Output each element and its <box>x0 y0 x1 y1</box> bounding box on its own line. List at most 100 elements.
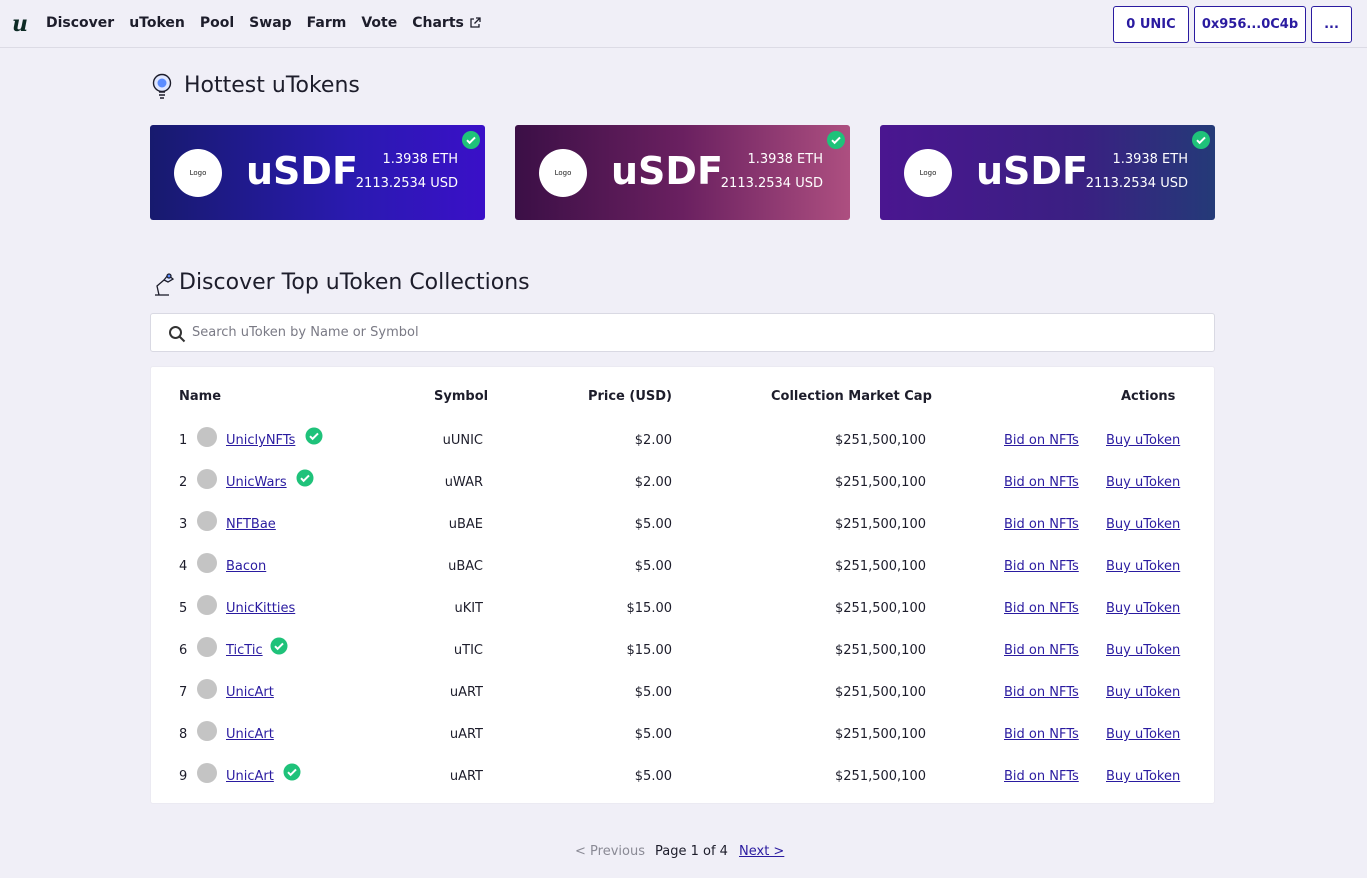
avatar <box>197 553 217 573</box>
price: $15.00 <box>626 601 673 616</box>
verified-check-icon <box>1192 131 1210 149</box>
price: $15.00 <box>626 643 673 658</box>
avatar <box>197 511 217 531</box>
token-usd-price: 2113.2534 USD <box>1085 176 1188 191</box>
verified-check-icon <box>305 427 323 445</box>
symbol: uWAR <box>444 475 483 490</box>
price: $5.00 <box>634 685 672 700</box>
nav-link-swap[interactable]: Swap <box>249 15 292 31</box>
nav-link-charts[interactable]: Charts <box>412 15 481 31</box>
token-usd-price: 2113.2534 USD <box>720 176 823 191</box>
nav-link-farm[interactable]: Farm <box>306 15 347 31</box>
buy-utoken-link[interactable]: Buy uToken <box>1106 475 1181 490</box>
previous-page-link[interactable]: < Previous <box>575 844 645 859</box>
header-symbol: Symbol <box>434 389 489 404</box>
top-nav: u Discover uToken Pool Swap Farm Vote Ch… <box>0 0 1367 48</box>
table-row: 5 UnicKitties uKIT $15.00 $251,500,100 B… <box>151 595 1214 625</box>
buy-utoken-link[interactable]: Buy uToken <box>1106 685 1181 700</box>
collection-name-link[interactable]: UnicArt <box>226 685 274 700</box>
buy-utoken-link[interactable]: Buy uToken <box>1106 601 1181 616</box>
bid-on-nfts-link[interactable]: Bid on NFTs <box>1004 727 1079 742</box>
buy-utoken-link[interactable]: Buy uToken <box>1106 769 1181 784</box>
market-cap: $251,500,100 <box>835 517 926 532</box>
buy-utoken-link[interactable]: Buy uToken <box>1106 517 1181 532</box>
bid-on-nfts-link[interactable]: Bid on NFTs <box>1004 643 1079 658</box>
hot-token-card[interactable]: Logo uSDF 1.3938 ETH 2113.2534 USD <box>150 125 485 220</box>
market-cap: $251,500,100 <box>835 601 926 616</box>
token-eth-price: 1.3938 ETH <box>1112 152 1188 167</box>
bid-on-nfts-link[interactable]: Bid on NFTs <box>1004 475 1079 490</box>
collections-table: Name Symbol Price (USD) Collection Marke… <box>150 366 1215 804</box>
market-cap: $251,500,100 <box>835 433 926 448</box>
collection-name-link[interactable]: UniclyNFTs <box>226 433 296 448</box>
unic-balance-button[interactable]: 0 UNIC <box>1113 6 1189 43</box>
token-eth-price: 1.3938 ETH <box>382 152 458 167</box>
buy-utoken-link[interactable]: Buy uToken <box>1106 643 1181 658</box>
nav-link-utoken[interactable]: uToken <box>129 15 185 31</box>
avatar <box>197 679 217 699</box>
table-row: 8 UnicArt uART $5.00 $251,500,100 Bid on… <box>151 721 1214 751</box>
nav-link-pool[interactable]: Pool <box>199 15 235 31</box>
token-usd-price: 2113.2534 USD <box>355 176 458 191</box>
collection-name-link[interactable]: UnicArt <box>226 727 274 742</box>
bid-on-nfts-link[interactable]: Bid on NFTs <box>1004 601 1079 616</box>
header-actions: Actions <box>1121 389 1176 404</box>
buy-utoken-link[interactable]: Buy uToken <box>1106 559 1181 574</box>
symbol: uBAC <box>448 559 483 574</box>
search-input[interactable] <box>192 314 1192 351</box>
buy-utoken-link[interactable]: Buy uToken <box>1106 433 1181 448</box>
table-row: 4 Bacon uBAC $5.00 $251,500,100 Bid on N… <box>151 553 1214 583</box>
symbol: uART <box>449 769 483 784</box>
token-logo: Logo <box>904 149 952 197</box>
external-link-icon <box>470 17 481 28</box>
market-cap: $251,500,100 <box>835 559 926 574</box>
verified-check-icon <box>270 637 288 655</box>
hot-token-card[interactable]: Logo uSDF 1.3938 ETH 2113.2534 USD <box>880 125 1215 220</box>
market-cap: $251,500,100 <box>835 475 926 490</box>
collection-name-link[interactable]: Bacon <box>226 559 267 574</box>
bid-on-nfts-link[interactable]: Bid on NFTs <box>1004 433 1079 448</box>
symbol: uKIT <box>454 601 483 616</box>
row-rank: 9 <box>179 769 188 784</box>
table-row: 6 TicTic uTIC $15.00 $251,500,100 Bid on… <box>151 637 1214 667</box>
more-menu-button[interactable]: ... <box>1311 6 1352 43</box>
table-row: 3 NFTBae uBAE $5.00 $251,500,100 Bid on … <box>151 511 1214 541</box>
collection-name-link[interactable]: TicTic <box>226 643 263 658</box>
wallet-address-button[interactable]: 0x956...0C4b <box>1194 6 1306 43</box>
table-row: 9 UnicArt uART $5.00 $251,500,100 Bid on… <box>151 763 1214 793</box>
collection-name-link[interactable]: UnicArt <box>226 769 274 784</box>
avatar <box>197 595 217 615</box>
header-price: Price (USD) <box>587 389 672 404</box>
bid-on-nfts-link[interactable]: Bid on NFTs <box>1004 559 1079 574</box>
bid-on-nfts-link[interactable]: Bid on NFTs <box>1004 769 1079 784</box>
next-page-link[interactable]: Next > <box>739 844 785 859</box>
row-rank: 3 <box>179 517 188 532</box>
buy-utoken-link[interactable]: Buy uToken <box>1106 727 1181 742</box>
row-rank: 8 <box>179 727 188 742</box>
bid-on-nfts-link[interactable]: Bid on NFTs <box>1004 517 1079 532</box>
verified-check-icon <box>296 469 314 487</box>
table-row: 2 UnicWars uWAR $2.00 $251,500,100 Bid o… <box>151 469 1214 499</box>
row-rank: 2 <box>179 475 188 490</box>
discover-collections-title: Discover Top uToken Collections <box>179 270 530 295</box>
token-logo: Logo <box>539 149 587 197</box>
row-rank: 7 <box>179 685 188 700</box>
price: $2.00 <box>634 433 672 448</box>
nav-link-vote[interactable]: Vote <box>361 15 398 31</box>
market-cap: $251,500,100 <box>835 769 926 784</box>
token-eth-price: 1.3938 ETH <box>747 152 823 167</box>
price: $5.00 <box>634 559 672 574</box>
collection-name-link[interactable]: UnicWars <box>226 475 287 490</box>
nav-links: Discover uToken Pool Swap Farm Vote Char… <box>46 15 481 31</box>
symbol: uART <box>449 685 483 700</box>
collection-name-link[interactable]: UnicKitties <box>226 601 296 616</box>
bid-on-nfts-link[interactable]: Bid on NFTs <box>1004 685 1079 700</box>
collection-name-link[interactable]: NFTBae <box>226 517 276 532</box>
hot-token-card[interactable]: Logo uSDF 1.3938 ETH 2113.2534 USD <box>515 125 850 220</box>
unicly-logo[interactable]: u <box>12 11 28 37</box>
nav-link-discover[interactable]: Discover <box>46 15 115 31</box>
market-cap: $251,500,100 <box>835 643 926 658</box>
price: $5.00 <box>634 769 672 784</box>
row-rank: 6 <box>179 643 188 658</box>
verified-check-icon <box>283 763 301 781</box>
